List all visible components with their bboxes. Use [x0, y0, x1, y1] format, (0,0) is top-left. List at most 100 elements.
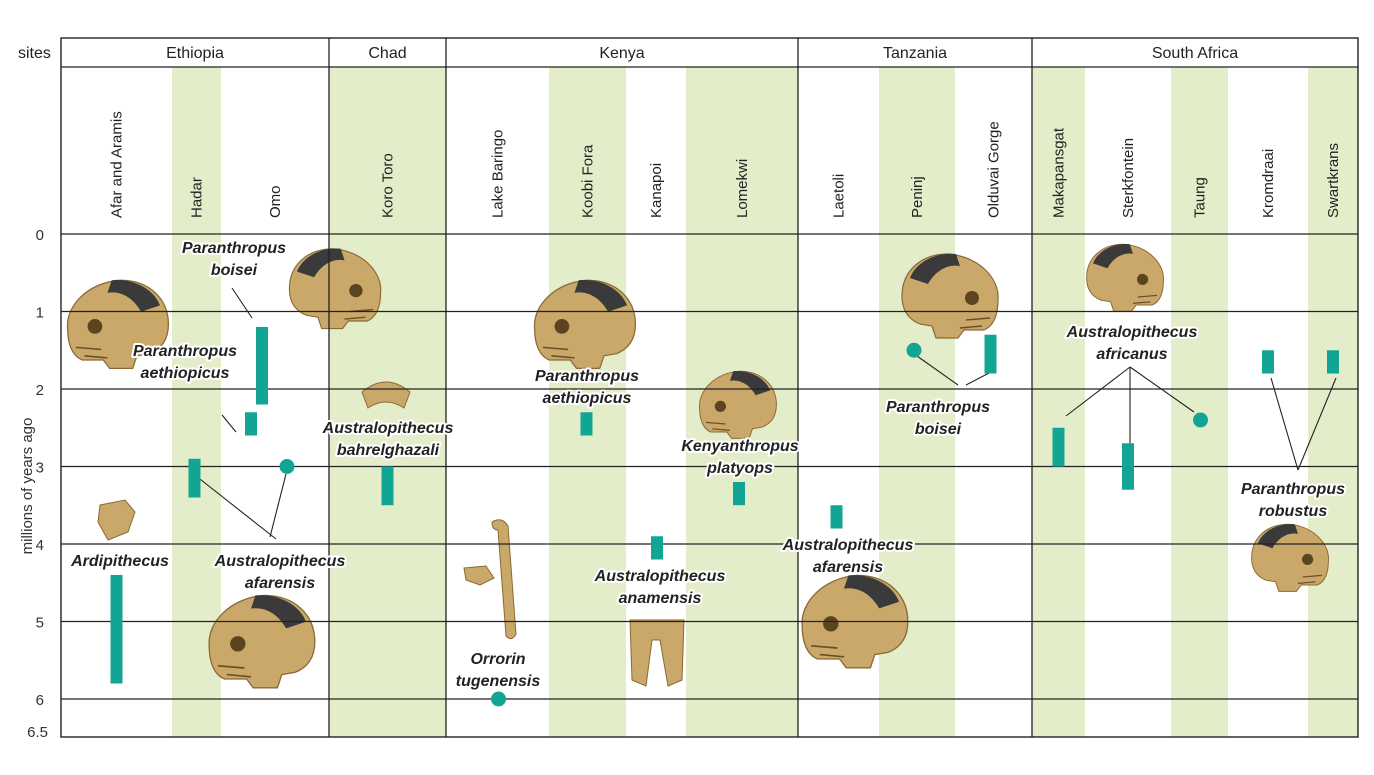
fossil-illustrations — [66, 243, 1329, 689]
species-label-australopithecus-bahrelghazali: Australopithecus — [322, 420, 454, 437]
species-label-australopithecus-anamensis: anamensis — [619, 590, 702, 607]
point-omo — [279, 459, 295, 474]
y-tick-0: 0 — [36, 227, 44, 244]
point-taung — [1193, 412, 1208, 428]
leader-line — [269, 473, 287, 538]
skull-omo-lower-icon — [208, 594, 316, 689]
species-label-kenyanthropus-platyops: platyops — [706, 460, 773, 477]
y-tick-3: 3 — [36, 460, 44, 477]
skull-peninj-icon — [901, 253, 999, 339]
jaw-kanapoi-icon — [629, 619, 685, 687]
site-label-lomekwi: Lomekwi — [734, 159, 751, 218]
species-label-kenyanthropus-platyops: Kenyanthropus — [681, 438, 798, 455]
site-label-olduvai-gorge: Olduvai Gorge — [986, 121, 1003, 218]
site-label-peninj: Peninj — [909, 176, 926, 218]
country-tanzania: Tanzania — [883, 45, 947, 62]
skull-kromdraai-icon — [1251, 523, 1329, 592]
range-omo-2 — [245, 412, 257, 436]
country-kenya: Kenya — [599, 45, 644, 62]
skull-afar-icon — [66, 279, 170, 370]
site-label-kromdraai: Kromdraai — [1260, 149, 1277, 218]
species-label-paranthropus-aethiopicus-2: aethiopicus — [543, 390, 632, 407]
country-chad: Chad — [368, 45, 406, 62]
y-axis-label: millions of years ago — [19, 418, 36, 555]
leader-line — [231, 287, 253, 319]
range-koro-toro-4 — [381, 466, 394, 506]
species-label-orrorin-tugenensis: tugenensis — [456, 673, 541, 690]
skull-omo-icon — [288, 248, 382, 330]
species-label-paranthropus-aethiopicus-1: aethiopicus — [141, 365, 230, 382]
species-label-australopithecus-africanus: Australopithecus — [1066, 324, 1198, 341]
species-label-paranthropus-robustus: Paranthropus — [1241, 481, 1345, 498]
site-label-koro-toro: Koro Toro — [380, 153, 397, 218]
site-label-omo: Omo — [267, 185, 284, 218]
species-label-paranthropus-boisei-1: Paranthropus — [182, 240, 286, 257]
species-label-paranthropus-boisei-2: Paranthropus — [886, 399, 990, 416]
y-tick-1: 1 — [36, 305, 44, 322]
skull-sterkfontein-icon — [1086, 243, 1164, 312]
range-hadar-1 — [188, 458, 201, 498]
leader-line — [1129, 366, 1195, 413]
species-label-australopithecus-afarensis-1: afarensis — [245, 575, 315, 592]
species-label-australopithecus-bahrelghazali: bahrelghazali — [337, 442, 440, 459]
species-label-australopithecus-afarensis-2: Australopithecus — [782, 537, 914, 554]
species-label-australopithecus-anamensis: Australopithecus — [594, 568, 726, 585]
point-lake-baringo — [491, 691, 506, 707]
leader-line — [221, 414, 237, 433]
site-label-sterkfontein: Sterkfontein — [1120, 138, 1137, 218]
y-tick-6: 6 — [36, 692, 44, 709]
leader-line — [1270, 377, 1299, 471]
y-tick-6.5: 6.5 — [27, 724, 48, 741]
leader-line — [1065, 366, 1131, 417]
range-laetoli-8 — [830, 505, 843, 529]
site-label-taung: Taung — [1192, 177, 1209, 218]
grid-lines — [60, 37, 1359, 738]
y-axis: 0 1 2 3 4 5 6 6.5 millions of years ago — [19, 227, 48, 741]
species-label-paranthropus-robustus: robustus — [1259, 503, 1328, 520]
country-south-africa: South Africa — [1152, 45, 1238, 62]
species-label-orrorin-tugenensis: Orrorin — [470, 651, 525, 668]
fragment-afar-icon — [97, 499, 136, 541]
species-labels: Paranthropus boisei Paranthropus aethiopicu… — [68, 238, 1347, 692]
y-tick-2: 2 — [36, 382, 44, 399]
y-tick-5: 5 — [36, 615, 44, 632]
site-label-makapansgat: Makapansgat — [1051, 127, 1068, 218]
leader-lines — [190, 287, 1337, 540]
range-afar-and-aramis-0 — [110, 575, 123, 684]
leader-line — [965, 371, 992, 386]
site-label-kanapoi: Kanapoi — [648, 163, 665, 218]
leader-line — [190, 471, 277, 540]
range-makapansgat-10 — [1052, 427, 1065, 467]
site-label-koobi-fora: Koobi Fora — [580, 144, 597, 218]
species-label-paranthropus-aethiopicus-2: Paranthropus — [535, 368, 639, 385]
site-label-laetoli: Laetoli — [831, 174, 848, 218]
frame — [60, 37, 1359, 738]
band-makapansgat — [1032, 67, 1085, 737]
leader-line — [1297, 377, 1337, 471]
range-omo-3 — [256, 327, 268, 405]
sites-header-label: sites — [18, 45, 51, 62]
species-label-paranthropus-aethiopicus-1: Paranthropus — [133, 343, 237, 360]
site-label-swartkrans: Swartkrans — [1325, 143, 1342, 218]
range-koobi-fora-5 — [580, 412, 593, 436]
species-label-ardipithecus: Ardipithecus — [70, 553, 169, 570]
range-lomekwi-7 — [733, 482, 745, 506]
range-kanapoi-6 — [651, 536, 663, 560]
data-marks — [110, 327, 1339, 707]
range-olduvai-gorge-9 — [984, 334, 997, 374]
species-label-paranthropus-boisei-1: boisei — [211, 262, 258, 279]
range-sterkfontein-11 — [1122, 443, 1134, 490]
species-label-australopithecus-afarensis-2: afarensis — [813, 559, 883, 576]
species-label-australopithecus-afarensis-1: Australopithecus — [214, 553, 346, 570]
species-label-paranthropus-boisei-2: boisei — [915, 421, 962, 438]
site-label-lake-baringo: Lake Baringo — [490, 130, 507, 218]
header: sites Ethiopia Chad Kenya Tanzania South Afri… — [18, 45, 1342, 218]
site-label-hadar: Hadar — [189, 177, 206, 218]
femur-baringo-icon — [491, 519, 517, 640]
site-label-afar-and-aramis: Afar and Aramis — [109, 111, 126, 218]
site-bands — [172, 67, 1358, 737]
country-ethiopia: Ethiopia — [166, 45, 224, 62]
band-koobi-fora — [549, 67, 626, 737]
point-peninj — [906, 342, 922, 358]
fragment-baringo-icon — [463, 565, 495, 586]
